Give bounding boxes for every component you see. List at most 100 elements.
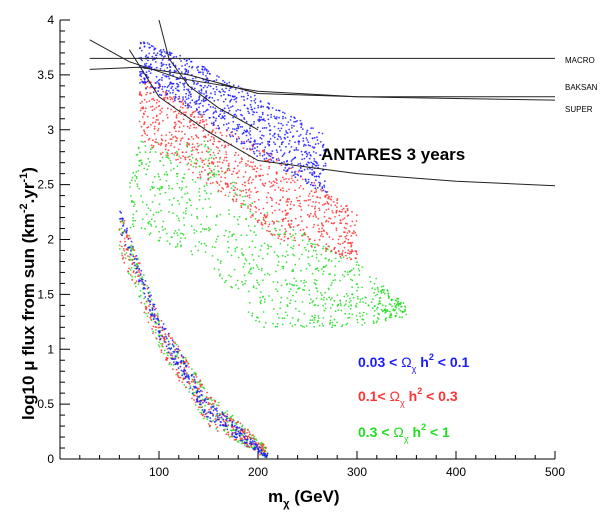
data-point-blue xyxy=(256,155,258,158)
data-point-green xyxy=(223,234,226,237)
data-point-red xyxy=(275,229,277,232)
data-point-red xyxy=(260,212,262,215)
data-point-red xyxy=(202,129,205,132)
data-point-blue xyxy=(261,111,264,114)
data-point-red xyxy=(337,242,340,245)
data-point-green xyxy=(194,404,197,406)
data-point-green xyxy=(375,277,378,280)
data-point-blue xyxy=(234,113,237,116)
data-point-blue xyxy=(276,138,279,141)
data-point-blue xyxy=(159,53,162,56)
data-point-blue xyxy=(199,71,202,74)
data-point-green xyxy=(135,210,138,213)
data-point-red xyxy=(255,211,257,213)
data-point-green xyxy=(211,399,213,402)
data-point-green xyxy=(280,296,283,299)
data-point-green xyxy=(231,414,234,417)
data-point-red xyxy=(350,250,353,253)
data-point-green xyxy=(357,268,360,270)
data-point-blue xyxy=(237,85,240,88)
data-point-blue xyxy=(183,373,186,376)
data-point-red xyxy=(189,124,192,127)
data-point-red xyxy=(169,96,171,98)
data-point-green xyxy=(175,150,178,153)
data-point-blue xyxy=(177,367,180,369)
data-point-green xyxy=(168,211,170,213)
data-point-blue xyxy=(236,127,238,130)
data-point-green xyxy=(132,172,135,174)
data-point-blue xyxy=(284,167,287,169)
data-point-green xyxy=(322,317,325,319)
data-point-red xyxy=(222,428,225,431)
data-point-blue xyxy=(203,99,205,102)
data-point-blue xyxy=(278,116,280,119)
data-point-red xyxy=(175,123,177,126)
data-point-blue xyxy=(205,92,208,94)
data-point-blue xyxy=(278,159,280,162)
data-point-blue xyxy=(162,56,165,58)
data-point-green xyxy=(170,363,173,366)
data-point-blue xyxy=(165,75,168,78)
data-point-green xyxy=(210,192,213,195)
data-point-green xyxy=(334,257,337,260)
data-point-red xyxy=(309,199,312,201)
data-point-blue xyxy=(262,135,265,137)
data-point-red xyxy=(197,176,199,179)
data-point-blue xyxy=(160,65,163,68)
data-point-blue xyxy=(166,86,169,89)
data-point-green xyxy=(391,305,393,308)
data-point-green xyxy=(124,257,127,260)
data-point-green xyxy=(349,297,351,300)
data-point-red xyxy=(255,207,258,209)
data-point-red xyxy=(153,132,156,135)
data-point-red xyxy=(222,188,225,190)
data-point-red xyxy=(284,214,287,217)
data-point-red xyxy=(286,204,289,207)
data-point-blue xyxy=(284,117,287,119)
data-point-green xyxy=(217,401,220,404)
data-point-green xyxy=(342,256,345,259)
curve-baksan xyxy=(89,66,555,98)
data-point-red xyxy=(135,280,138,282)
data-point-blue xyxy=(220,117,223,120)
data-point-red xyxy=(150,318,153,321)
data-point-red xyxy=(245,165,248,167)
data-point-blue xyxy=(157,79,160,82)
data-point-red xyxy=(197,145,199,148)
data-point-blue xyxy=(240,439,242,442)
data-point-red xyxy=(350,258,352,260)
data-point-blue xyxy=(273,141,275,144)
data-point-red xyxy=(237,154,240,156)
data-point-green xyxy=(149,232,152,235)
data-point-red xyxy=(287,197,289,200)
data-point-blue xyxy=(183,82,186,85)
data-point-red xyxy=(118,228,121,231)
data-point-blue xyxy=(268,129,271,132)
data-point-green xyxy=(137,146,140,149)
data-point-red xyxy=(205,396,208,399)
data-point-blue xyxy=(153,305,155,308)
data-point-red xyxy=(181,130,183,133)
data-point-blue xyxy=(144,296,147,298)
data-point-blue xyxy=(149,295,151,298)
data-point-blue xyxy=(141,278,144,281)
data-point-green xyxy=(244,258,247,260)
data-point-blue xyxy=(206,77,209,80)
data-point-red xyxy=(165,143,168,146)
data-point-red xyxy=(319,196,322,199)
data-point-red xyxy=(192,123,195,125)
data-point-green xyxy=(139,290,142,292)
data-point-blue xyxy=(140,49,143,52)
data-point-red xyxy=(258,208,260,211)
data-point-red xyxy=(248,431,251,433)
data-point-green xyxy=(139,151,141,154)
data-point-blue xyxy=(300,124,303,126)
data-point-red xyxy=(187,380,190,383)
data-point-red xyxy=(255,191,258,194)
data-point-red xyxy=(199,157,202,160)
data-point-green xyxy=(227,236,230,238)
data-point-red xyxy=(195,135,198,138)
data-point-blue xyxy=(189,101,192,104)
data-point-blue xyxy=(135,255,138,257)
